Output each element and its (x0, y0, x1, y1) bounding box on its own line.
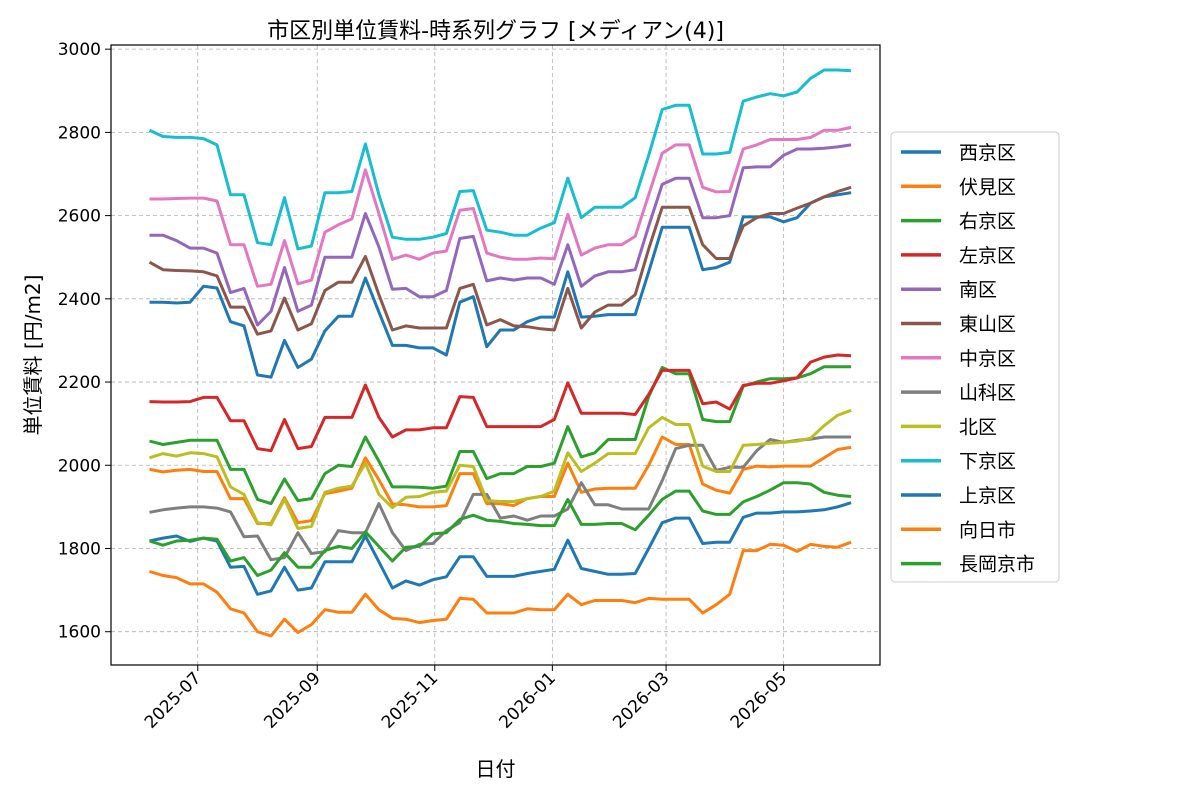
series-line-1 (149, 191, 852, 379)
legend-label: 左京区 (959, 245, 1016, 267)
y-tick-label: 2800 (58, 123, 101, 143)
y-tick-label: 1600 (58, 623, 101, 643)
y-tick-label: 2000 (58, 456, 101, 476)
series-line-12 (149, 540, 852, 638)
series-line-10 (148, 68, 852, 251)
legend-label: 上京区 (959, 485, 1016, 507)
series-line-4 (149, 353, 852, 453)
x-axis-label: 日付 (476, 757, 516, 781)
x-tick-label: 2026-05 (727, 668, 791, 732)
x-tick-label: 2025-07 (141, 668, 205, 732)
legend-label: 右京区 (959, 211, 1016, 233)
x-tick-label: 2026-03 (609, 668, 673, 732)
y-tick-label: 1800 (58, 539, 101, 559)
legend-label: 下京区 (959, 451, 1016, 473)
legend-label: 向日市 (959, 519, 1016, 541)
chart-title: 市区別単位賃料-時系列グラフ [メディアン(4)] (267, 19, 724, 44)
legend-label: 山科区 (959, 382, 1016, 404)
plot-frame (110, 44, 881, 666)
y-tick-label: 3000 (58, 40, 101, 60)
series-line-3 (149, 365, 852, 506)
x-axis: 2025-07 2025-09 2025-11 2026-01 2026-03 2026-… (141, 665, 791, 733)
y-tick-label: 2400 (58, 290, 101, 310)
x-tick-label: 2026-01 (496, 668, 560, 732)
series-line-11 (149, 501, 852, 596)
legend-label: 西京区 (959, 142, 1016, 164)
series-line-8 (149, 435, 852, 562)
x-tick-label: 2025-11 (378, 668, 442, 732)
legend-label: 北区 (959, 416, 997, 438)
series-line-9 (149, 408, 852, 530)
series-line-13 (149, 481, 852, 577)
series-line-5 (149, 143, 852, 327)
y-tick-label: 2600 (58, 207, 101, 227)
legend-label: 東山区 (959, 314, 1016, 336)
series-line-6 (148, 185, 852, 336)
legend-label: 中京区 (959, 348, 1016, 370)
series-lines (148, 68, 852, 638)
y-tick-label: 2200 (58, 373, 101, 393)
legend-label: 伏見区 (959, 176, 1016, 198)
y-axis-label: 単位賃料 [円/m2] (21, 275, 45, 436)
legend-label: 長岡京市 (959, 554, 1035, 576)
series-line-2 (149, 435, 852, 525)
x-tick-label: 2025-09 (260, 668, 324, 732)
grid (111, 45, 880, 665)
series-line-7 (149, 125, 852, 288)
legend-label: 南区 (959, 279, 997, 301)
legend-box (890, 131, 1060, 583)
y-axis: 1600 1800 2000 2200 2400 2600 2800 3000 (58, 40, 111, 643)
